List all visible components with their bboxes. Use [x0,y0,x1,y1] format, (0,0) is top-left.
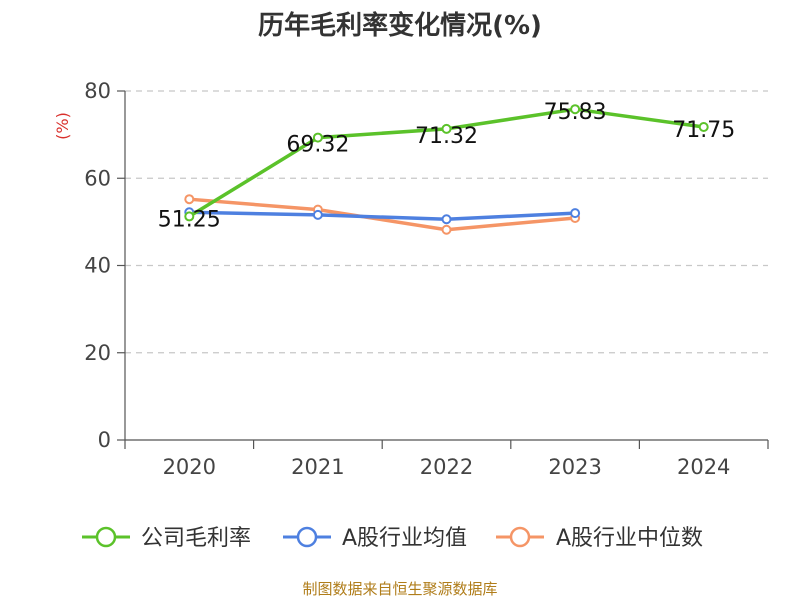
data-label-2021: 69.32 [286,133,349,158]
legend: 公司毛利率 A股行业均值 A股行业中位数 [82,526,703,551]
y-tick-label: 80 [84,79,111,103]
series-0-point [570,104,581,115]
x-tick-label-2022: 2022 [420,455,473,479]
legend-label-1: A股行业均值 [342,526,467,551]
legend-marker-0 [95,526,117,548]
series-0-point [698,121,709,132]
grid-lines [125,90,768,354]
y-tick-label: 0 [98,428,111,452]
data-label-2020: 51.25 [158,207,221,232]
series-1-point [441,214,452,225]
x-tick-label-2020: 2020 [163,455,216,479]
legend-marker-1 [296,526,318,548]
data-label-2022: 71.32 [415,124,478,149]
series-0-point [441,123,452,134]
legend-marker-2 [509,526,531,548]
legend-label-0: 公司毛利率 [141,526,251,551]
y-tick-label: 60 [84,166,111,190]
series-line-2 [187,197,577,232]
x-tick-label-2024: 2024 [677,455,730,479]
series-1-point [312,209,323,220]
x-tick-label-2023: 2023 [548,455,601,479]
series-1-point [570,208,581,219]
series-2-point [184,194,195,205]
y-tick-label: 40 [84,254,111,278]
series-lines [184,104,709,235]
data-label-2023: 75.83 [544,100,607,125]
data-label-2024: 71.75 [672,118,735,143]
y-axis-unit: (%) [53,112,72,140]
chart-title: 历年毛利率变化情况(%) [258,10,542,41]
legend-label-2: A股行业中位数 [556,526,703,551]
series-0-point [184,211,195,222]
series-0-point [312,132,323,143]
data-labels: 51.25 69.32 71.32 75.83 71.75 [158,100,735,232]
series-line-1 [187,210,577,222]
source-note: 制图数据来自恒生聚源数据库 [302,580,497,598]
y-tick-label: 20 [84,341,111,365]
axes: 0 20 40 60 80 2020 2021 2022 2023 2024 [84,79,769,479]
series-2-point [441,224,452,235]
x-tick-label-2021: 2021 [291,455,344,479]
